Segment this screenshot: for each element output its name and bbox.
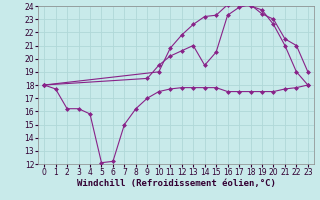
X-axis label: Windchill (Refroidissement éolien,°C): Windchill (Refroidissement éolien,°C) (76, 179, 276, 188)
